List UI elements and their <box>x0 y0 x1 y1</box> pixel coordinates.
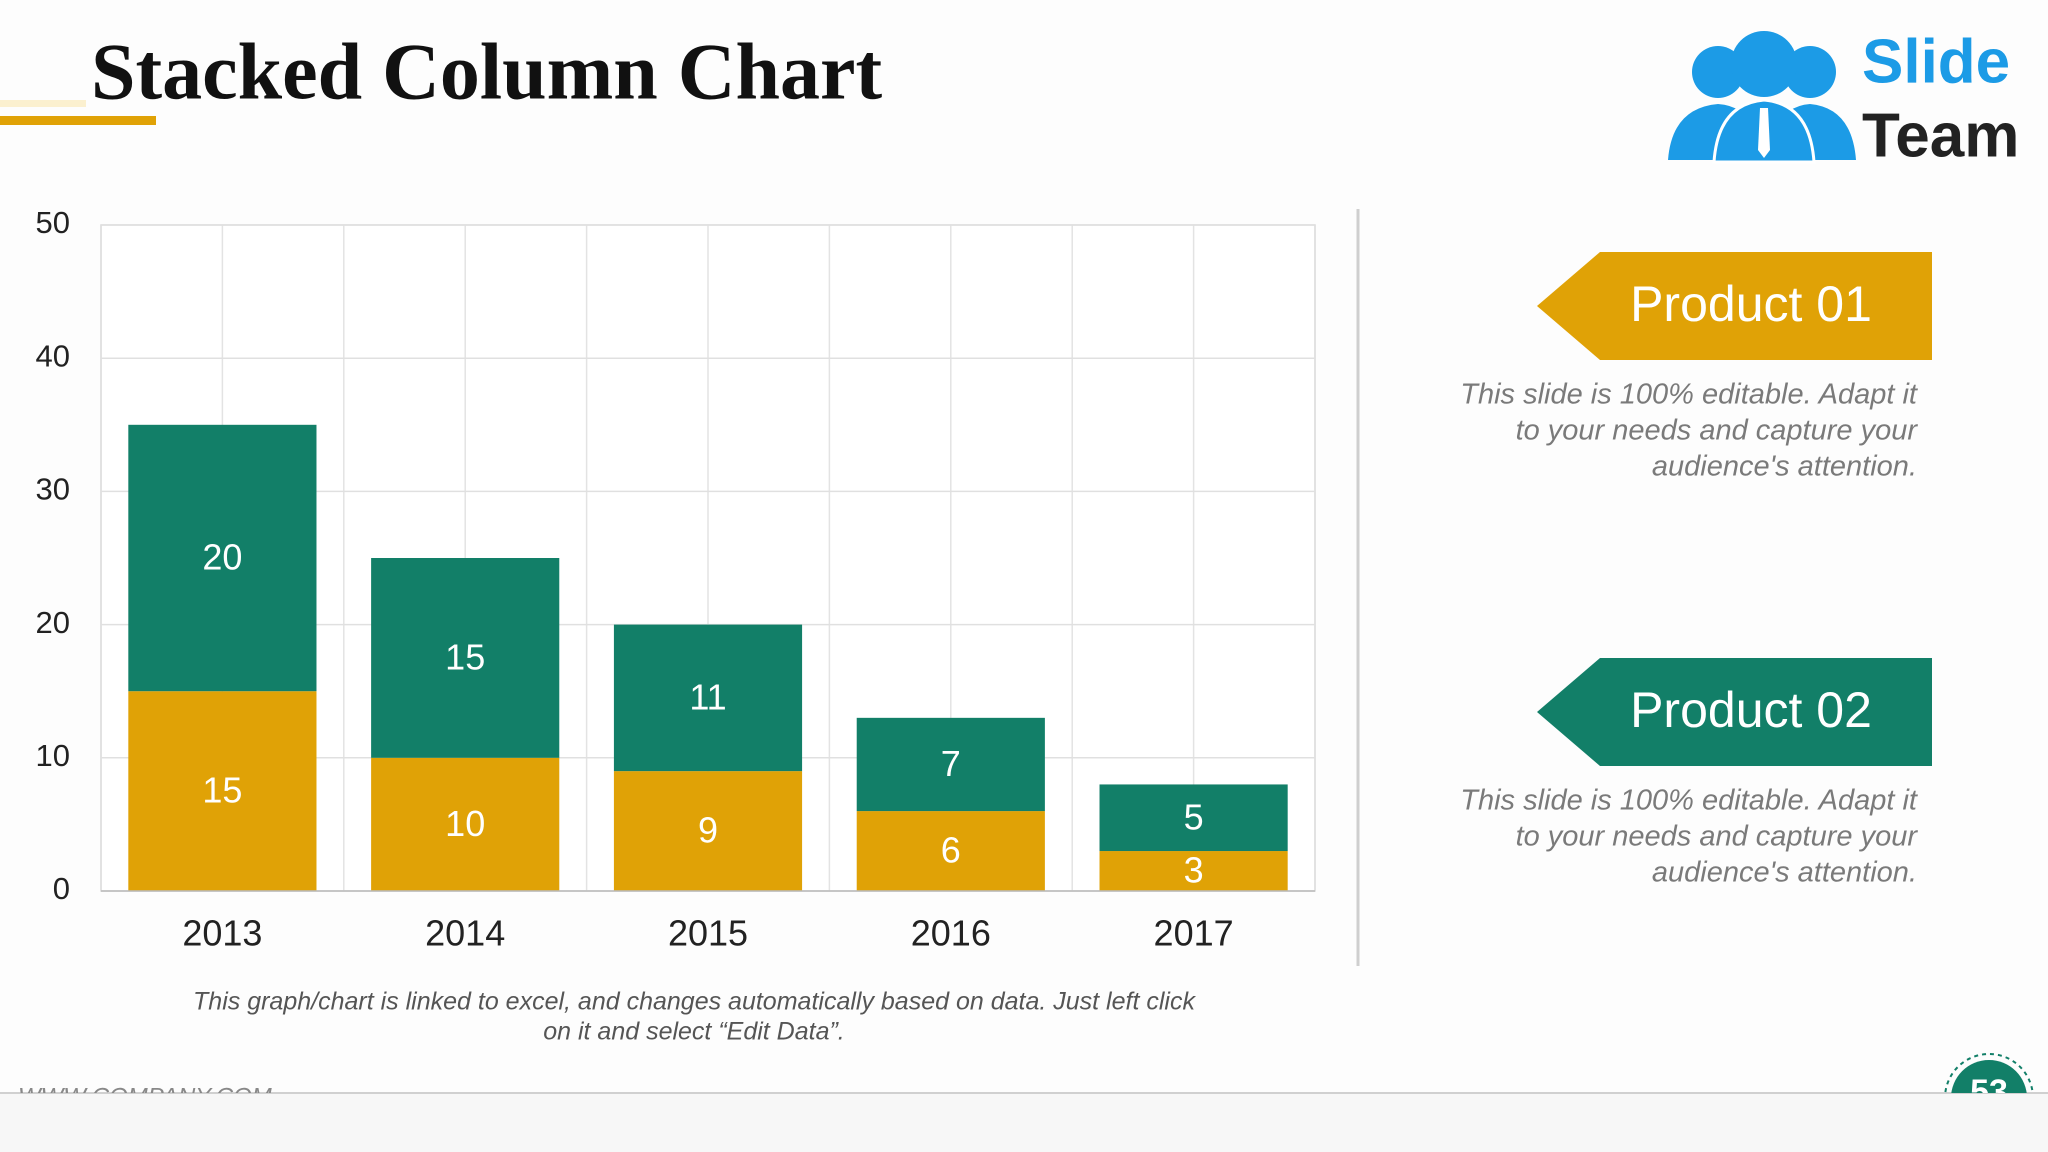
page-number: 53 <box>1970 1073 2008 1111</box>
y-tick-label: 50 <box>36 205 70 240</box>
bar-segment <box>1099 851 1288 891</box>
legend-banner <box>1537 658 1932 766</box>
footer: WWW.COMPANY.COM 53 <box>18 1053 2034 1111</box>
description: audience's attention. <box>1652 857 1917 889</box>
bar-segment <box>128 691 317 891</box>
bar-segment <box>128 424 317 692</box>
x-tick-label: 2015 <box>668 913 748 954</box>
x-tick-label: 2016 <box>911 913 991 954</box>
bar-segment <box>613 624 803 772</box>
data-label: 9 <box>698 810 718 851</box>
data-label: 7 <box>941 743 961 784</box>
description: This slide is 100% editable. Adapt it <box>1460 785 1919 817</box>
bottom-area <box>0 1093 2048 1152</box>
x-tick-label: 2014 <box>425 913 505 954</box>
y-tick-label: 0 <box>53 871 70 906</box>
legend-banner <box>1537 252 1932 360</box>
title-accent-pale <box>0 100 86 107</box>
x-tick-label: 2017 <box>1154 913 1234 954</box>
bar-segment <box>856 717 1045 812</box>
page-badge <box>1951 1060 2027 1093</box>
x-tick-label: 2013 <box>182 913 262 954</box>
data-label: 11 <box>689 676 726 717</box>
data-label: 10 <box>445 803 485 844</box>
bar-segment <box>613 771 803 891</box>
bar-segment <box>371 558 560 758</box>
data-label: 20 <box>202 537 242 578</box>
data-label: 6 <box>941 830 961 871</box>
logo-text: Team <box>1862 101 2019 170</box>
slide-title: Stacked Column Chart <box>91 28 883 116</box>
footer-url: WWW.COMPANY.COM <box>18 1083 272 1110</box>
bar-segment <box>856 811 1045 891</box>
description: audience's attention. <box>1652 451 1917 483</box>
description: to your needs and capture your <box>1516 415 1919 447</box>
legend-label: Product 02 <box>1630 682 1872 738</box>
legend-label: Product 01 <box>1630 276 1872 332</box>
bar-segment <box>1099 784 1288 852</box>
data-label: 5 <box>1184 796 1204 837</box>
y-tick-label: 30 <box>36 472 70 507</box>
legend: Product 01 This slide is 100% editable. A… <box>1460 252 1932 889</box>
description: to your needs and capture your <box>1516 821 1919 853</box>
description: This slide is 100% editable. Adapt it <box>1460 379 1919 411</box>
note: This graph/chart is linked to excel, and… <box>193 988 1196 1016</box>
data-label: 3 <box>1184 850 1204 891</box>
title-accent <box>0 116 156 125</box>
y-tick-label: 20 <box>36 605 70 640</box>
y-tick-label: 10 <box>36 738 70 773</box>
data-label: 15 <box>202 770 242 811</box>
logo-text: Slide <box>1862 27 2010 96</box>
y-tick-label: 40 <box>36 338 70 373</box>
note: on it and select “Edit Data”. <box>543 1018 845 1046</box>
logo: Slide Team <box>1668 27 2019 170</box>
data-label: 15 <box>445 636 485 677</box>
bar-segment <box>371 757 560 891</box>
